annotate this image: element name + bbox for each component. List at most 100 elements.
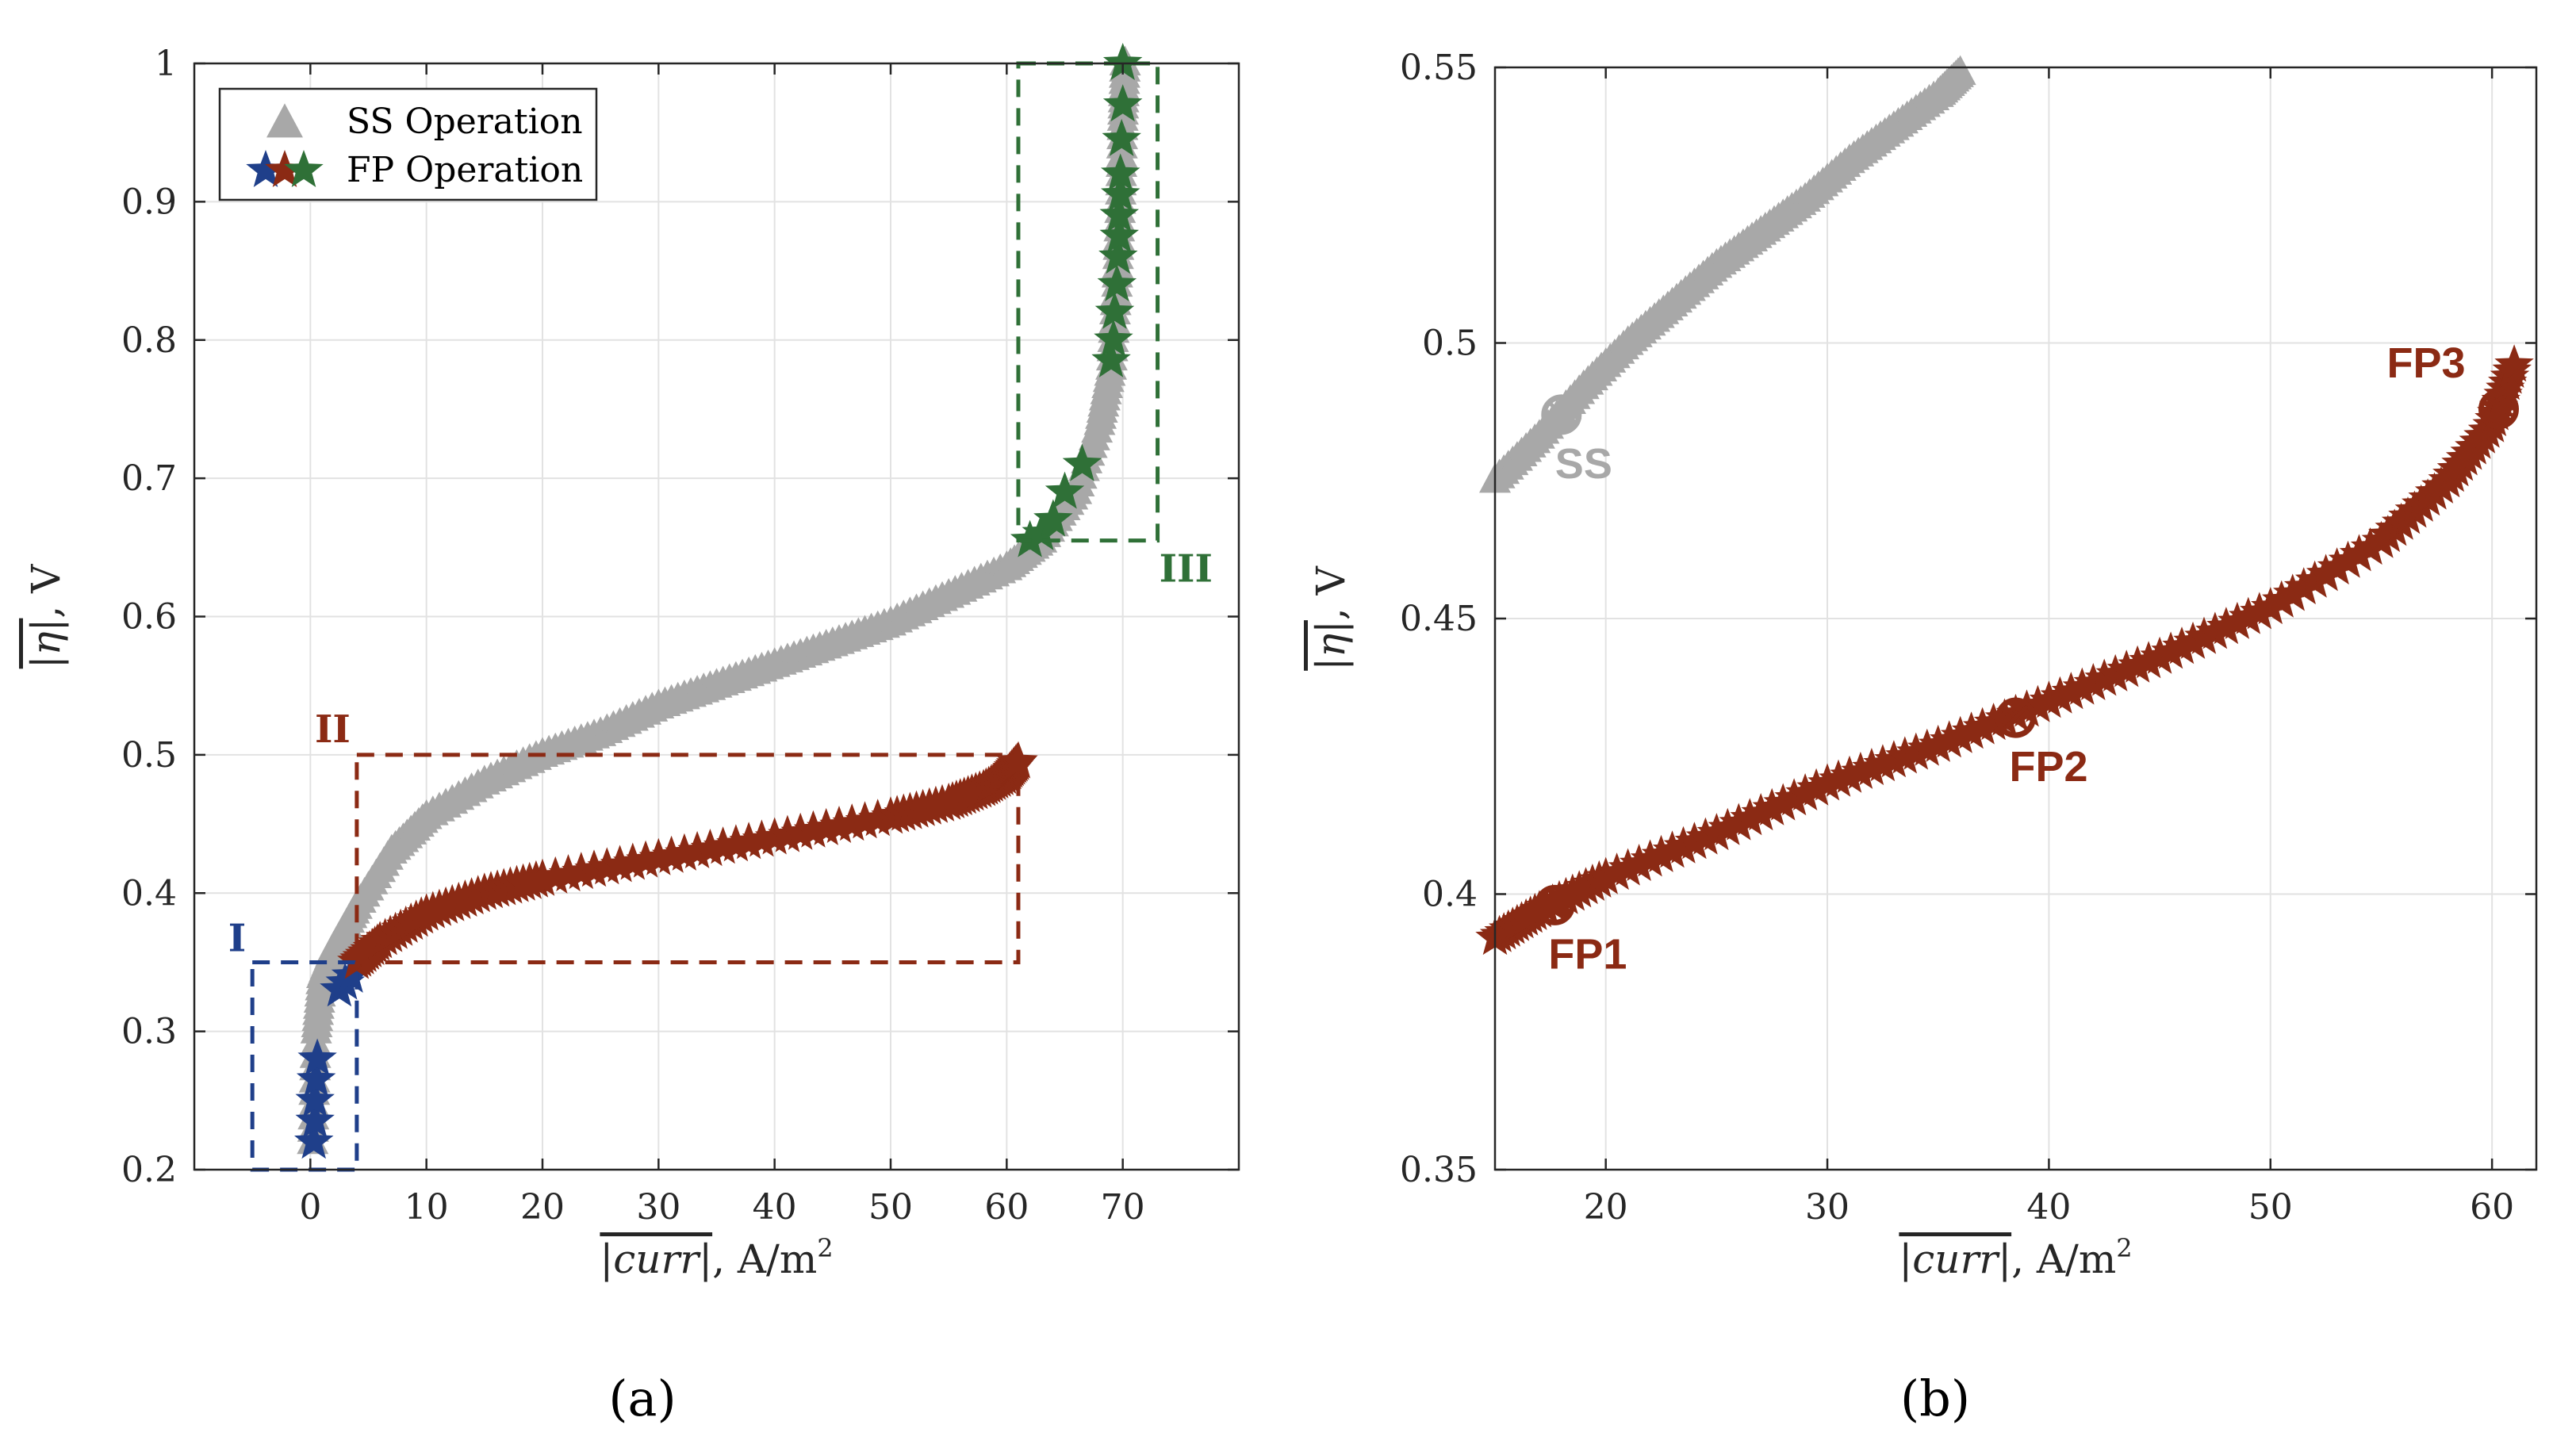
fp-point bbox=[1719, 803, 1758, 841]
fp-point bbox=[295, 1101, 335, 1138]
fp-point bbox=[1885, 736, 1925, 774]
x-tick-label: 0 bbox=[299, 1187, 321, 1228]
series-ss-operation bbox=[1479, 55, 1976, 493]
fp-point bbox=[1101, 153, 1140, 191]
fp-point bbox=[294, 1121, 334, 1159]
x-tick-label: 40 bbox=[2026, 1187, 2071, 1228]
y-tick-label: 1 bbox=[155, 44, 177, 84]
fp-point bbox=[1907, 728, 1947, 766]
legend-star-icon bbox=[246, 150, 286, 187]
fp-point bbox=[1033, 499, 1073, 537]
x-axis-label-var: |curr| bbox=[1899, 1236, 2011, 1282]
fp-point bbox=[793, 810, 834, 848]
x-tick-label: 50 bbox=[868, 1187, 913, 1228]
region-box bbox=[355, 753, 1021, 964]
fp-point bbox=[2173, 621, 2213, 659]
fp-point bbox=[297, 1038, 337, 1076]
y-tick-label: 0.55 bbox=[1400, 48, 1478, 88]
x-tick-label: 30 bbox=[1805, 1187, 1850, 1228]
fp-point bbox=[1807, 763, 1847, 801]
fp-point bbox=[1091, 339, 1131, 377]
fp-point bbox=[2151, 631, 2191, 669]
fp-point bbox=[1919, 724, 1958, 762]
fp-point bbox=[626, 840, 665, 878]
fp-point bbox=[1973, 703, 2014, 741]
fp-point bbox=[1099, 194, 1139, 232]
fp-point bbox=[2162, 626, 2202, 665]
fp-point bbox=[2095, 653, 2135, 691]
fp-point bbox=[2339, 534, 2379, 572]
fp-point bbox=[2073, 663, 2113, 700]
fp-point bbox=[1062, 443, 1102, 481]
region-label: II bbox=[315, 707, 351, 752]
marker-ring bbox=[2478, 389, 2520, 430]
fp-point bbox=[2040, 676, 2080, 714]
fp-point bbox=[1752, 787, 1792, 826]
marker-ss: SS bbox=[1541, 394, 1612, 488]
y-tick-label: 0.6 bbox=[121, 597, 177, 638]
fp-point bbox=[716, 824, 756, 862]
fp-point bbox=[2051, 672, 2091, 710]
x-axis-label-unit: , A/m bbox=[712, 1236, 817, 1282]
fp-point bbox=[2129, 641, 2168, 679]
fp-point bbox=[1608, 848, 1648, 886]
marker-ring bbox=[1534, 884, 1575, 925]
fp-point bbox=[1874, 740, 1914, 778]
marker-cross bbox=[1548, 401, 1575, 428]
marker-fp1: FP1 bbox=[1534, 884, 1627, 978]
fp-point bbox=[1863, 744, 1903, 782]
legend-triangle-icon bbox=[266, 103, 303, 138]
y-axis-label-unit: , V bbox=[1308, 565, 1354, 620]
fp-point bbox=[2140, 636, 2179, 674]
fp-point bbox=[2306, 554, 2346, 592]
y-axis-label: |η|, V bbox=[23, 564, 69, 668]
x-axis-label-exp: 2 bbox=[817, 1233, 833, 1263]
y-axis-label-var: |η| bbox=[1308, 620, 1354, 671]
fp-point bbox=[2084, 658, 2124, 696]
marker-label: SS bbox=[1555, 440, 1612, 488]
fp-point bbox=[780, 812, 820, 850]
fp-point bbox=[1785, 773, 1825, 810]
fp-point bbox=[1597, 852, 1637, 891]
region-i: I bbox=[228, 916, 359, 1172]
fp-point bbox=[562, 852, 601, 890]
marker-ring bbox=[1995, 697, 2036, 738]
fp-point bbox=[523, 858, 562, 896]
fp-point bbox=[2106, 649, 2146, 688]
fp-point bbox=[1940, 715, 1980, 753]
y-axis-label-unit: , V bbox=[23, 564, 69, 619]
fp-point bbox=[1708, 807, 1748, 845]
fp-point bbox=[1102, 43, 1143, 80]
fp-point bbox=[845, 801, 885, 839]
fp-point bbox=[742, 819, 782, 857]
y-tick-label: 0.35 bbox=[1400, 1150, 1478, 1190]
legend-star-icon bbox=[284, 150, 324, 187]
legend: SS Operation FP Operation bbox=[218, 87, 598, 201]
fp-point bbox=[1097, 264, 1137, 301]
fp-point bbox=[2118, 645, 2157, 683]
fp-point bbox=[1730, 798, 1769, 836]
marker-ring bbox=[1541, 394, 1582, 435]
fp-point bbox=[1102, 84, 1143, 122]
fp-point bbox=[832, 803, 872, 841]
fp-point bbox=[2184, 616, 2224, 654]
fp-point bbox=[1102, 118, 1141, 156]
fp-point bbox=[1696, 813, 1737, 851]
fp-point bbox=[1094, 319, 1133, 357]
region-label: III bbox=[1160, 547, 1213, 592]
fp-point bbox=[613, 842, 653, 880]
fp-point bbox=[807, 807, 846, 845]
y-axis-label-var: |η| bbox=[23, 619, 69, 669]
y-tick-label: 0.5 bbox=[121, 735, 177, 776]
y-axis-label: |η|, V bbox=[1308, 565, 1354, 670]
marker-fp3: FP3 bbox=[2386, 339, 2520, 430]
panel-b-label: (b) bbox=[1900, 1369, 1970, 1427]
fp-point bbox=[1022, 512, 1061, 550]
x-axis-label-unit: , A/m bbox=[2011, 1236, 2116, 1282]
fp-point bbox=[768, 814, 807, 852]
x-tick-label: 50 bbox=[2248, 1187, 2293, 1228]
series-ss-operation bbox=[297, 45, 1141, 1155]
fp-point bbox=[2283, 567, 2324, 605]
